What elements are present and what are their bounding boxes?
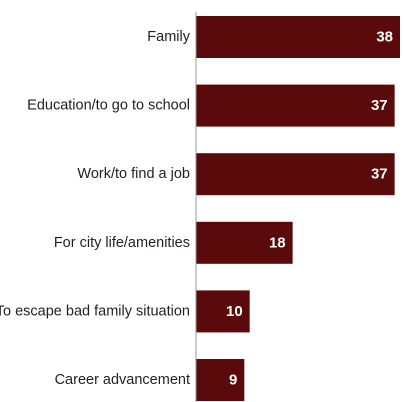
bar: [196, 16, 400, 58]
bar: [196, 290, 250, 333]
value-label: 18: [269, 234, 286, 251]
category-label: For city life/amenities: [54, 235, 190, 251]
category-label: To escape bad family situation: [0, 303, 190, 319]
category-label: Family: [147, 29, 190, 45]
value-label: 9: [229, 372, 237, 389]
value-label: 37: [371, 97, 388, 114]
bar: [196, 221, 293, 264]
category-label: Work/to find a job: [77, 166, 190, 182]
bar: [196, 84, 395, 127]
category-label: Education/to go to school: [27, 98, 190, 114]
value-label: 37: [371, 166, 388, 183]
category-label: Career advancement: [55, 372, 190, 388]
value-label: 38: [376, 29, 393, 46]
bars: Family 38 Education/to go to school 37 Work/…: [0, 16, 400, 401]
bar: [196, 153, 395, 196]
value-label: 10: [226, 303, 243, 320]
bar: [196, 359, 245, 401]
